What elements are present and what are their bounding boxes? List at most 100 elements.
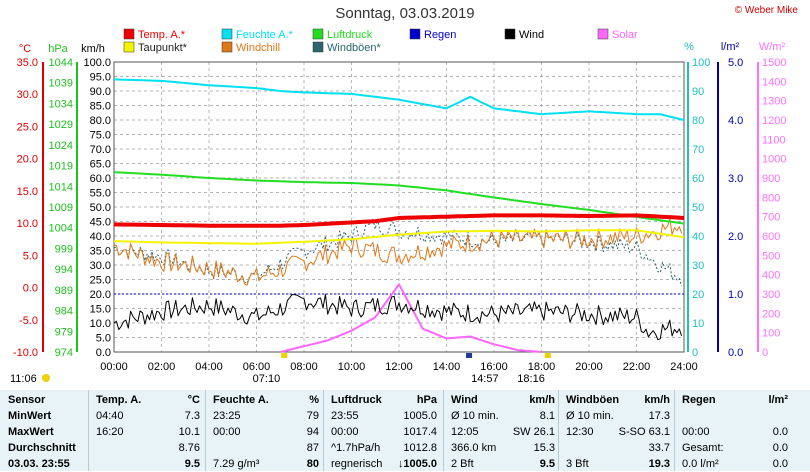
stats-windboeen-time: Ø 10 min. bbox=[566, 410, 614, 422]
temp-tick-label: 25.0 bbox=[17, 121, 38, 133]
stats-temp-value: 8.76 bbox=[178, 442, 200, 454]
legend-swatch bbox=[312, 41, 324, 53]
temp-tick-label: 20.0 bbox=[17, 154, 38, 166]
legend-label: Windchill bbox=[236, 42, 280, 54]
kmh-tick-label: 100.0 bbox=[83, 57, 111, 69]
sunset-time: 18:16 bbox=[517, 373, 545, 385]
x-tick-label: 00:00 bbox=[100, 361, 128, 373]
temp-tick-label: -10.0 bbox=[13, 347, 38, 359]
pct-tick-label: 10 bbox=[692, 318, 704, 330]
hpa-tick-label: 999 bbox=[55, 243, 73, 255]
kmh-tick-label: 20.0 bbox=[90, 289, 111, 301]
stats-row: Durchschnitt 8.76 87 ^1.7hPa/h 1012.8 366.0 k… bbox=[0, 440, 810, 456]
kmh-tick-label: 45.0 bbox=[90, 217, 111, 229]
stats-row: MinWert 04:40 7.3 23:25 79 23:55 1005.0 Ø 10 mi… bbox=[0, 408, 810, 424]
series-line-solar bbox=[280, 283, 542, 353]
moon-marker bbox=[466, 353, 473, 358]
stats-windboeen-time: 3 Bft bbox=[566, 458, 589, 470]
pct-tick-label: 60 bbox=[692, 173, 704, 185]
hpa-tick-label: 974 bbox=[55, 347, 73, 359]
stats-windboeen-value: 33.7 bbox=[648, 442, 670, 454]
stats-separator bbox=[443, 390, 444, 471]
temp-tick-label: 15.0 bbox=[17, 186, 38, 198]
daylength-time: 11:06 bbox=[10, 373, 37, 385]
hpa-tick-label: 1029 bbox=[49, 119, 73, 131]
kmh-tick-label: 95.0 bbox=[90, 72, 111, 84]
kmh-tick-label: 60.0 bbox=[90, 173, 111, 185]
hpa-tick-label: 1024 bbox=[49, 140, 73, 152]
stats-header-regen-unit: l/m² bbox=[768, 394, 788, 406]
stats-separator bbox=[558, 390, 559, 471]
copyright-link[interactable]: © Weber Mike bbox=[734, 5, 798, 16]
series-line-windchill bbox=[113, 218, 683, 286]
stats-luftdruck-value: 1017.4 bbox=[403, 426, 437, 438]
x-tick-label: 04:00 bbox=[195, 361, 223, 373]
sunset-marker bbox=[544, 353, 551, 358]
solar-tick-label: 300 bbox=[762, 289, 780, 301]
stats-luftdruck-value: ↓1005.0 bbox=[397, 458, 437, 470]
stats-feuchte-value: 94 bbox=[306, 426, 319, 438]
hpa-tick-label: 979 bbox=[55, 326, 73, 338]
stats-wind-value: 8.1 bbox=[539, 410, 555, 422]
rain-tick-label: 2.0 bbox=[728, 231, 743, 243]
plot-frame bbox=[113, 61, 685, 353]
stats-regen-value: 0.0 bbox=[772, 426, 788, 438]
hpa-tick-label: 1014 bbox=[49, 181, 73, 193]
legend-label: Wind bbox=[519, 29, 544, 41]
pct-tick-label: 70 bbox=[692, 144, 704, 156]
x-tick-label: 08:00 bbox=[290, 361, 318, 373]
solar-tick-label: 200 bbox=[762, 308, 780, 320]
stats-luftdruck-time: regnerisch bbox=[331, 458, 383, 470]
stats-header-wind-unit: km/h bbox=[529, 394, 555, 406]
kmh-tick-label: 10.0 bbox=[90, 318, 111, 330]
stats-temp-value: 7.3 bbox=[184, 410, 200, 422]
kmh-tick-label: 15.0 bbox=[90, 304, 111, 316]
stats-windboeen-value: 19.3 bbox=[648, 458, 670, 470]
stats-wind-max: SW 26.1 bbox=[512, 426, 555, 438]
stats-header-regen: Regen bbox=[682, 394, 716, 406]
x-tick-label: 16:00 bbox=[480, 361, 508, 373]
stats-header-windboeen-unit: km/h bbox=[644, 394, 670, 406]
solar-tick-label: 0 bbox=[762, 347, 768, 359]
legend-swatch bbox=[504, 28, 516, 40]
stats-regen-time: 00:00 bbox=[682, 426, 710, 438]
kmh-tick-label: 50.0 bbox=[90, 202, 111, 214]
x-tick-label: 02:00 bbox=[148, 361, 176, 373]
temp-tick-label: 35.0 bbox=[17, 57, 38, 69]
legend-label: Temp. A.* bbox=[138, 29, 186, 41]
solar-tick-label: 100 bbox=[762, 328, 780, 340]
kmh-tick-label: 5.0 bbox=[96, 333, 111, 345]
legend-label: Windböen* bbox=[327, 42, 382, 54]
solar-tick-label: 1000 bbox=[762, 154, 786, 166]
legend-label: Luftdruck bbox=[327, 29, 373, 41]
kmh-unit-label: km/h bbox=[81, 43, 105, 55]
stats-feuchte-value: 80 bbox=[306, 458, 319, 470]
series-line-luftdruck bbox=[113, 171, 685, 225]
kmh-tick-label: 35.0 bbox=[90, 246, 111, 258]
solar-unit-label: W/m² bbox=[759, 41, 786, 53]
stats-row-label: 03.03. 23:55 bbox=[8, 458, 70, 470]
stats-header-feuchte-unit: % bbox=[309, 394, 319, 406]
solar-tick-label: 1400 bbox=[762, 76, 786, 88]
hpa-tick-label: 989 bbox=[55, 285, 73, 297]
kmh-tick-label: 55.0 bbox=[90, 188, 111, 200]
series-line-windben bbox=[113, 218, 683, 287]
stats-wind-value: 9.5 bbox=[539, 458, 555, 470]
stats-temp-value: 9.5 bbox=[184, 458, 200, 470]
pct-tick-label: 20 bbox=[692, 289, 704, 301]
stats-regen-time: Gesamt: bbox=[682, 442, 724, 454]
temp-tick-label: -5.0 bbox=[19, 315, 38, 327]
stats-luftdruck-value: 1012.8 bbox=[403, 442, 437, 454]
hpa-tick-label: 1039 bbox=[49, 78, 73, 90]
series-line-feuchtea bbox=[113, 78, 685, 121]
rain-unit-label: l/m² bbox=[721, 41, 740, 53]
sunrise-time: 07:10 bbox=[253, 373, 281, 385]
pct-tick-label: 0 bbox=[692, 347, 698, 359]
stats-feuchte-time: 7.29 g/m³ bbox=[213, 458, 260, 470]
stats-separator bbox=[323, 390, 324, 471]
solar-tick-label: 400 bbox=[762, 270, 780, 282]
kmh-tick-label: 70.0 bbox=[90, 144, 111, 156]
legend-swatch bbox=[123, 28, 135, 40]
rain-tick-label: 3.0 bbox=[728, 173, 743, 185]
hpa-tick-label: 1019 bbox=[49, 161, 73, 173]
